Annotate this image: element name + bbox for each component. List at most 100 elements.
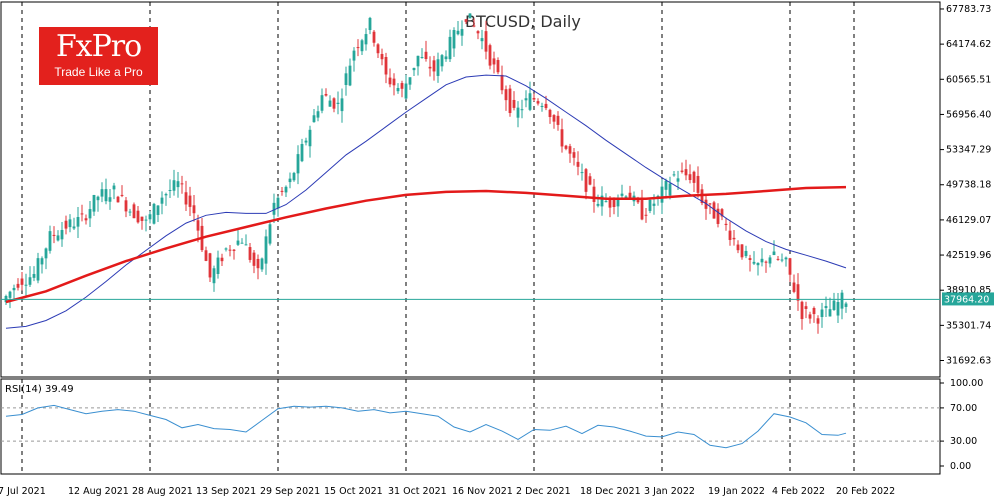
- candle-body: [356, 47, 360, 49]
- candle-body: [616, 199, 620, 207]
- candle-body: [576, 161, 580, 167]
- candle-body: [176, 181, 180, 188]
- candle-body: [492, 58, 496, 65]
- candle-body: [344, 73, 348, 86]
- candle-body: [348, 65, 352, 86]
- rsi-line: [5, 404, 847, 449]
- candle-body: [716, 208, 720, 224]
- candle-body: [40, 258, 44, 265]
- candle-body: [308, 129, 312, 147]
- candle-body: [464, 19, 468, 22]
- candle-body: [32, 273, 36, 278]
- candle-body: [800, 301, 804, 320]
- candle-body: [288, 178, 292, 183]
- candle-body: [284, 186, 288, 193]
- candle-body: [548, 109, 552, 118]
- candle-body: [540, 105, 544, 107]
- rsi-tick-label: 30.00: [950, 436, 977, 447]
- candle-body: [80, 213, 84, 215]
- candle-body: [796, 284, 800, 301]
- candle-body: [72, 226, 76, 229]
- candle-body: [624, 196, 628, 198]
- candle-body: [76, 217, 80, 227]
- candle-body: [168, 190, 172, 192]
- candle-body: [12, 287, 16, 291]
- candle-body: [296, 154, 300, 174]
- candle-body: [84, 218, 88, 221]
- candle-body: [840, 292, 844, 309]
- candle-body: [256, 258, 260, 269]
- candle-body: [416, 55, 420, 67]
- candle-body: [708, 203, 712, 205]
- candle-body: [172, 180, 176, 191]
- candle-body: [772, 251, 776, 256]
- candle-body: [320, 95, 324, 111]
- y-tick-label: 42519.96: [946, 250, 991, 261]
- candle-body: [304, 140, 308, 143]
- candle-body: [748, 258, 752, 260]
- candle-body: [664, 180, 668, 190]
- candle-body: [428, 66, 432, 69]
- candle-body: [448, 36, 452, 60]
- candle-body: [552, 115, 556, 122]
- logo-name: FxPro: [55, 29, 142, 64]
- candle-body: [564, 145, 568, 149]
- y-tick-label: 35301.74: [946, 320, 991, 331]
- candle-body: [432, 60, 436, 72]
- candle-body: [640, 199, 644, 220]
- candle-body: [524, 98, 528, 101]
- candle-body: [292, 172, 296, 181]
- candle-body: [436, 59, 440, 76]
- candle-body: [476, 31, 480, 34]
- candle-body: [92, 195, 96, 212]
- candle-body: [240, 242, 244, 244]
- x-tick-label: 13 Sep 2021: [196, 486, 256, 497]
- candle-body: [212, 268, 216, 284]
- candle-body: [384, 57, 388, 75]
- candle-body: [584, 169, 588, 192]
- candle-body: [340, 98, 344, 112]
- candle-body: [424, 51, 428, 59]
- candle-body: [56, 235, 60, 241]
- candle-body: [360, 40, 364, 52]
- x-tick-label: 27 Jul 2021: [0, 486, 46, 497]
- candle-body: [832, 300, 836, 311]
- candle-body: [452, 30, 456, 49]
- candle-body: [124, 200, 128, 212]
- candle-body: [644, 214, 648, 216]
- candle-body: [704, 199, 708, 209]
- candle-body: [660, 186, 664, 203]
- candle-body: [604, 201, 608, 203]
- candle-body: [736, 244, 740, 251]
- candle-body: [472, 25, 476, 27]
- rsi-title: RSI(14) 39.49: [5, 384, 74, 395]
- candle-body: [48, 231, 52, 251]
- candle-body: [332, 98, 336, 109]
- candle-body: [656, 195, 660, 198]
- x-tick-label: 29 Sep 2021: [260, 486, 320, 497]
- candle-body: [324, 93, 328, 96]
- y-tick-label: 31692.63: [946, 356, 991, 367]
- candle-body: [164, 194, 168, 196]
- candle-body: [68, 219, 72, 228]
- candle-body: [64, 220, 68, 229]
- candle-body: [648, 199, 652, 211]
- candle-body: [740, 244, 744, 258]
- candle-body: [148, 214, 152, 220]
- candle-body: [244, 244, 248, 246]
- candle-body: [36, 258, 40, 281]
- fxpro-logo: FxPro Trade Like a Pro: [39, 27, 158, 85]
- candle-body: [60, 229, 64, 240]
- y-tick-label: 56956.40: [946, 109, 991, 120]
- candle-body: [756, 262, 760, 266]
- candle-body: [352, 50, 356, 61]
- candle-body: [536, 101, 540, 104]
- candle-body: [484, 31, 488, 52]
- candle-body: [144, 219, 148, 221]
- x-tick-label: 18 Dec 2021: [580, 486, 641, 497]
- candle-body: [16, 283, 20, 288]
- rsi-plot-frame: [0, 378, 941, 475]
- x-tick-label: 16 Nov 2021: [452, 486, 513, 497]
